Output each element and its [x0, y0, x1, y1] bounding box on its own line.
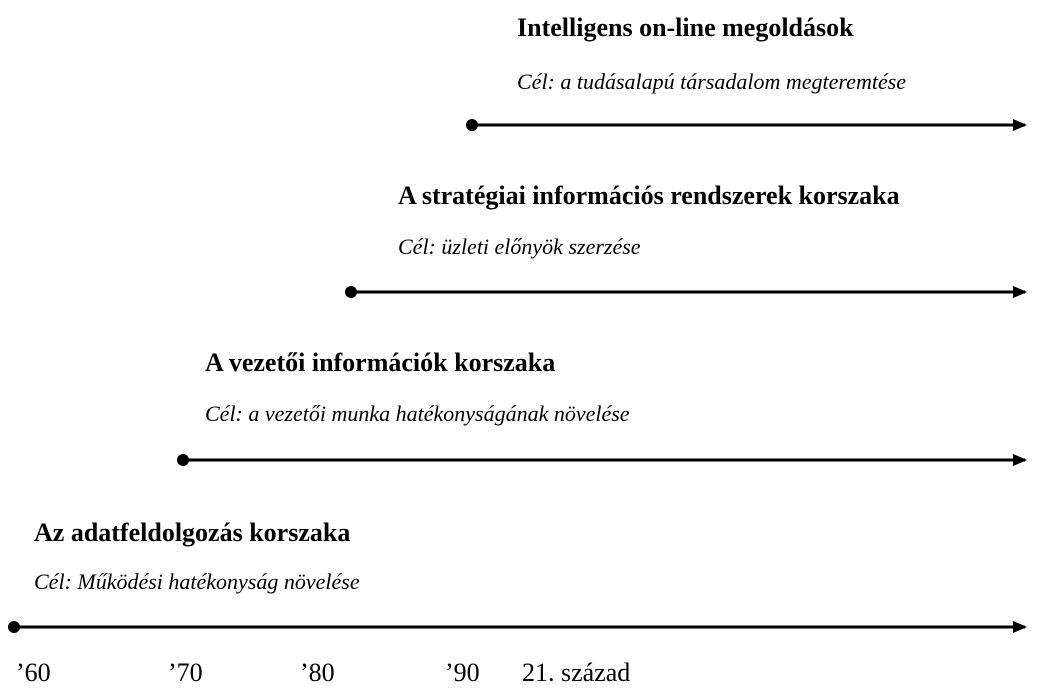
era-goal: Cél: üzleti előnyök szerzése — [398, 234, 641, 259]
era-title: Intelligens on-line megoldások — [517, 13, 854, 42]
era-title: A stratégiai információs rendszerek kors… — [398, 181, 900, 210]
era-goal: Cél: a tudásalapú társadalom megteremtés… — [517, 69, 906, 94]
era-title: A vezetői információk korszaka — [205, 348, 555, 377]
axis-label: ’90 — [445, 658, 480, 687]
axis-label: ’80 — [300, 658, 335, 687]
era-goal: Cél: a vezetői munka hatékonyságának növ… — [205, 401, 630, 426]
era-goal: Cél: Működési hatékonyság növelése — [34, 569, 360, 594]
axis-label: 21. század — [522, 658, 630, 687]
axis-label: ’60 — [16, 658, 51, 687]
era-title: Az adatfeldolgozás korszaka — [34, 518, 350, 547]
axis-label: ’70 — [168, 658, 203, 687]
